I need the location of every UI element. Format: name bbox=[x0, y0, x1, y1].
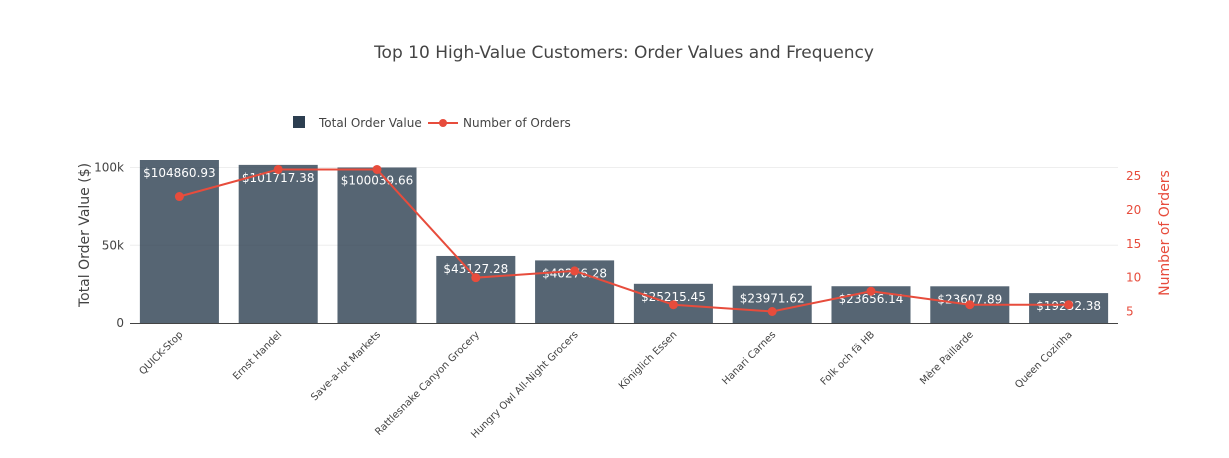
y-right-tick-label: 25 bbox=[1126, 169, 1141, 183]
bar-value-label: $23656.14 bbox=[839, 292, 904, 306]
orders-point[interactable] bbox=[471, 273, 481, 283]
bar[interactable] bbox=[139, 160, 219, 323]
bar-value-label: $100039.66 bbox=[341, 173, 414, 187]
orders-point[interactable] bbox=[570, 266, 580, 276]
x-tick-label: Folk och fä HB bbox=[819, 329, 878, 388]
x-tick-label: QUICK-Stop bbox=[137, 329, 185, 377]
orders-point[interactable] bbox=[668, 300, 678, 310]
orders-point[interactable] bbox=[174, 192, 184, 202]
legend-bar-swatch bbox=[293, 116, 305, 128]
bar[interactable] bbox=[337, 167, 417, 323]
bar-series bbox=[139, 160, 1109, 323]
y-axis-right-ticks: 5 10 15 20 25 bbox=[1126, 169, 1141, 318]
bar-value-label: $43127.28 bbox=[443, 262, 508, 276]
y-axis-left-title: Total Order Value ($) bbox=[77, 163, 93, 308]
legend-line-label: Number of Orders bbox=[463, 116, 571, 130]
legend: Total Order Value Number of Orders bbox=[293, 116, 571, 130]
y-right-tick-label: 10 bbox=[1126, 271, 1141, 285]
x-tick-label: Rattlesnake Canyon Grocery bbox=[373, 329, 482, 438]
legend-item-bars[interactable]: Total Order Value bbox=[293, 116, 422, 130]
bar[interactable] bbox=[732, 285, 812, 323]
legend-bar-label: Total Order Value bbox=[318, 116, 422, 130]
legend-line-marker bbox=[439, 119, 447, 127]
orders-point[interactable] bbox=[767, 307, 777, 317]
x-tick-label: Hungry Owl All-Night Grocers bbox=[469, 329, 580, 440]
x-tick-label: Queen Cozinha bbox=[1013, 329, 1074, 390]
bar-value-label: $23971.62 bbox=[740, 292, 805, 306]
bar-value-label: $104860.93 bbox=[143, 166, 216, 180]
bar[interactable] bbox=[436, 255, 516, 323]
orders-point[interactable] bbox=[965, 300, 975, 310]
y-axis-left-ticks: 0 50k 100k bbox=[94, 161, 124, 330]
y-right-tick-label: 20 bbox=[1126, 203, 1141, 217]
orders-point[interactable] bbox=[372, 164, 382, 174]
orders-point[interactable] bbox=[866, 286, 876, 296]
x-tick-label: Save-a-lot Markets bbox=[309, 329, 383, 403]
orders-point[interactable] bbox=[1064, 300, 1074, 310]
legend-item-line[interactable]: Number of Orders bbox=[428, 116, 571, 130]
y-left-tick-label: 50k bbox=[102, 238, 124, 252]
chart-title: Top 10 High-Value Customers: Order Value… bbox=[373, 43, 874, 63]
x-tick-label: Königlich Essen bbox=[617, 329, 680, 392]
x-axis: QUICK-Stop Ernst Handel Save-a-lot Markets… bbox=[130, 323, 1118, 441]
orders-line bbox=[179, 168, 1069, 313]
x-tick-label: Ernst Handel bbox=[231, 329, 284, 382]
x-tick-label: Hanari Carnes bbox=[720, 329, 778, 387]
y-axis-right-title: Number of Orders bbox=[1157, 170, 1173, 296]
bar-value-label: $25215.45 bbox=[641, 290, 706, 304]
line-series bbox=[174, 164, 1074, 317]
bar[interactable] bbox=[238, 164, 318, 323]
orders-point[interactable] bbox=[273, 164, 283, 174]
y-left-tick-label: 100k bbox=[94, 161, 124, 175]
y-left-tick-label: 0 bbox=[116, 316, 124, 330]
y-right-tick-label: 15 bbox=[1126, 237, 1141, 251]
x-tick-label: Mère Paillarde bbox=[917, 329, 975, 387]
y-right-tick-label: 5 bbox=[1126, 305, 1134, 319]
